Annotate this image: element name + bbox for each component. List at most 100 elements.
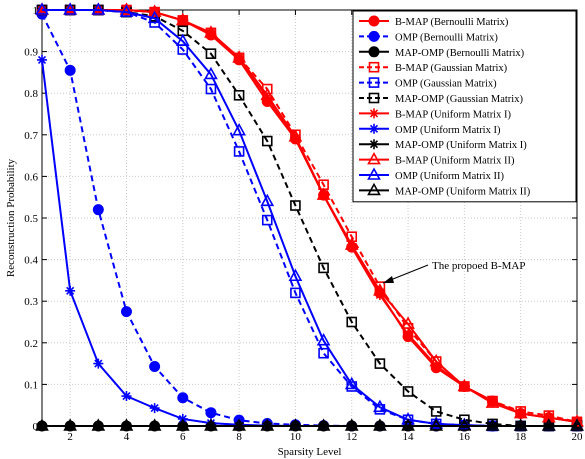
data-point: [318, 347, 329, 359]
legend-label: B-MAP (Gaussian Matrix): [395, 63, 508, 74]
data-point: [513, 405, 528, 419]
annotation-group: The propoed B-MAP: [382, 260, 526, 284]
legend-marker: [367, 182, 381, 196]
data-point: [318, 262, 329, 274]
legend-marker: [367, 167, 381, 180]
data-point: [262, 92, 273, 103]
data-point: [93, 358, 104, 369]
legend-label: MAP-OMP (Uniform Matrix II): [395, 186, 531, 197]
data-point: [373, 418, 387, 431]
data-point: [346, 242, 357, 253]
axis-ticks: 2 4 6 8 10 12 14 16 18 20 0 0.1 0.2 0.3 0.4 0.5 0.6 0.7 0.…: [24, 5, 583, 443]
legend-marker: [369, 108, 379, 119]
data-point: [288, 418, 303, 431]
data-point: [401, 418, 415, 431]
data-point: [288, 129, 303, 142]
y-tick-label: 0.5: [24, 213, 38, 225]
data-point: [204, 418, 218, 431]
data-point: [233, 89, 245, 101]
data-point: [177, 392, 189, 404]
data-point: [316, 333, 331, 346]
legend-box: [352, 10, 577, 203]
data-point: [401, 316, 415, 329]
series-group: [35, 2, 584, 432]
x-tick-label: 20: [572, 431, 584, 443]
data-point: [232, 50, 246, 63]
legend-label: OMP (Bernoulli Matrix): [395, 32, 498, 43]
x-tick-label: 10: [290, 431, 302, 443]
y-tick-label: 0: [33, 421, 39, 433]
y-tick-label: 0.7: [24, 130, 38, 142]
x-axis-label: Sparsity Level: [278, 446, 342, 458]
data-point: [147, 418, 162, 431]
data-point: [175, 33, 190, 47]
y-tick-label: 0.8: [24, 88, 38, 100]
data-point: [232, 122, 246, 136]
data-point: [63, 418, 78, 431]
data-point: [175, 418, 190, 431]
y-tick-label: 1: [33, 5, 39, 17]
y-axis-label: Reconstruction Probability: [5, 158, 17, 277]
x-tick-label: 6: [180, 431, 186, 443]
legend-marker: [368, 30, 380, 42]
data-point: [260, 87, 275, 101]
data-point: [485, 418, 500, 431]
data-point: [232, 418, 246, 431]
data-point: [316, 187, 331, 200]
data-point: [430, 406, 442, 417]
data-point: [261, 135, 273, 147]
data-point: [346, 316, 358, 328]
y-tick-label: 0.3: [24, 296, 38, 308]
data-point: [92, 204, 104, 216]
data-point: [344, 418, 359, 431]
legend-label: MAP-OMP (Gaussian Matrix): [395, 94, 523, 105]
data-point: [149, 403, 160, 414]
legend-label: B-MAP (Uniform Matrix II): [395, 156, 515, 167]
y-tick-label: 0.4: [24, 255, 38, 267]
y-tick-label: 0.2: [24, 338, 38, 350]
data-point: [485, 395, 500, 408]
series-11: [35, 418, 584, 431]
data-point: [429, 416, 444, 429]
data-point: [316, 418, 331, 431]
data-point: [344, 376, 359, 390]
data-point: [402, 386, 414, 397]
data-point: [457, 418, 472, 431]
data-point: [260, 193, 275, 207]
data-point: [175, 12, 190, 26]
legend-marker: [369, 139, 379, 150]
legend-label: B-MAP (Bernoulli Matrix): [395, 17, 509, 28]
data-point: [513, 418, 528, 431]
legend-label: OMP (Uniform Matrix I): [395, 125, 501, 136]
data-point: [147, 10, 162, 24]
data-point: [374, 358, 386, 369]
y-tick-label: 0.9: [24, 47, 38, 59]
data-point: [37, 54, 47, 65]
data-point: [401, 412, 415, 425]
data-point: [541, 418, 556, 431]
data-point: [541, 410, 556, 423]
legend-label: OMP (Uniform Matrix II): [395, 171, 504, 182]
data-point: [91, 2, 106, 15]
data-point: [344, 237, 359, 250]
x-tick-label: 8: [236, 431, 242, 443]
data-point: [35, 2, 49, 15]
data-point: [205, 83, 217, 95]
data-point: [35, 418, 49, 431]
series-line: [42, 9, 578, 423]
data-point: [429, 353, 444, 367]
annotation-arrow-head: [383, 276, 394, 283]
data-point: [290, 287, 301, 299]
data-point: [205, 48, 217, 59]
legend-marker: [368, 61, 380, 73]
data-point: [119, 2, 134, 15]
data-point: [119, 4, 134, 17]
data-point: [149, 361, 161, 373]
data-point: [261, 214, 273, 226]
data-point: [204, 25, 218, 38]
data-point: [373, 283, 387, 296]
data-point: [65, 285, 76, 296]
data-point: [487, 396, 498, 407]
x-tick-label: 12: [346, 431, 357, 443]
